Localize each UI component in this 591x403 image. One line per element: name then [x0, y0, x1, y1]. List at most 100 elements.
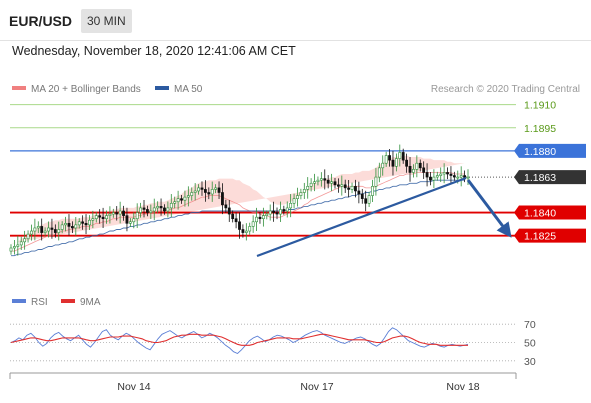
- candle-body: [16, 244, 20, 247]
- bollinger-band: [11, 155, 465, 244]
- legend-rsi: RSI: [12, 297, 48, 308]
- legend-ma50: MA 50: [155, 84, 202, 95]
- candle-body: [207, 192, 211, 195]
- ma20-line: [11, 172, 465, 252]
- candle-body: [275, 212, 279, 215]
- candle-body: [214, 187, 218, 190]
- candle-body: [36, 226, 40, 229]
- candle-body: [111, 212, 115, 215]
- candle-body: [296, 195, 299, 199]
- timeframe-button[interactable]: 30 MIN: [81, 9, 132, 33]
- candle-body: [231, 213, 235, 220]
- candle-body: [340, 184, 344, 187]
- candle-body: [330, 181, 333, 184]
- candle-body: [384, 155, 388, 164]
- level-tag-5: [514, 228, 586, 243]
- candle-body: [217, 187, 221, 193]
- candle-body: [152, 207, 156, 212]
- candle-body: [442, 172, 446, 175]
- candle-body: [149, 210, 153, 213]
- rsi-ma-swatch: [61, 299, 75, 304]
- candle-body: [456, 176, 460, 179]
- level-label-1: 1.1895: [524, 123, 556, 135]
- rsi-swatch: [12, 299, 26, 304]
- candle-body: [210, 189, 214, 195]
- candle-body: [74, 224, 78, 229]
- candle-body: [142, 207, 146, 210]
- level-tag-3: [514, 170, 586, 185]
- candle-body: [156, 206, 160, 209]
- candle-body: [67, 223, 71, 227]
- candle-body: [180, 198, 183, 201]
- candle-body: [221, 192, 224, 206]
- candle-body: [319, 178, 323, 181]
- candle-body: [13, 246, 16, 249]
- candle-body: [289, 202, 293, 209]
- candle-body: [306, 186, 310, 190]
- ma50-swatch: [155, 86, 169, 91]
- candle-body: [425, 172, 429, 178]
- candle-body: [265, 213, 269, 216]
- legend-ma50-label: MA 50: [174, 84, 203, 95]
- candle-body: [40, 226, 44, 233]
- candle-body: [261, 215, 265, 220]
- candle-body: [347, 187, 351, 190]
- candle-body: [176, 198, 180, 203]
- candle-body: [268, 210, 272, 215]
- candle-body: [47, 227, 50, 232]
- candle-body: [84, 223, 88, 226]
- candle-body: [377, 167, 381, 178]
- candle-body: [388, 155, 391, 161]
- rsi-tick-label: 50: [524, 338, 536, 350]
- candle-body: [309, 182, 313, 187]
- candle-body: [203, 189, 207, 193]
- candle-body: [422, 167, 426, 173]
- candle-body: [98, 215, 102, 218]
- candle-body: [166, 207, 170, 212]
- candle-body: [234, 218, 238, 223]
- legend-bollinger-label: MA 20 + Bollinger Bands: [31, 84, 141, 95]
- candle-body: [64, 223, 67, 226]
- timestamp: Wednesday, November 18, 2020 12:41:06 AM…: [12, 44, 296, 58]
- legend-9ma-label: 9MA: [80, 297, 101, 308]
- candle-body: [173, 201, 177, 204]
- candle-body: [26, 233, 30, 240]
- candle-body: [279, 209, 282, 215]
- legend-rsi-label: RSI: [31, 297, 48, 308]
- candle-body: [9, 247, 13, 252]
- candle-body: [91, 218, 95, 221]
- candle-body: [360, 193, 364, 199]
- candle-body: [238, 221, 241, 230]
- candle-body: [77, 221, 81, 226]
- x-tick-label: Nov 18: [446, 381, 479, 393]
- ma50-line: [11, 179, 465, 257]
- candle-body: [333, 181, 337, 186]
- candle-body: [30, 230, 33, 235]
- candle-body: [292, 198, 296, 204]
- candle-body: [139, 207, 142, 213]
- x-tick-label: Nov 17: [300, 381, 333, 393]
- candle-body: [374, 176, 378, 187]
- candle-body: [354, 186, 357, 192]
- symbol-label: EUR/USD: [9, 13, 73, 29]
- rsi-tick-label: 70: [524, 319, 536, 331]
- candle-body: [418, 162, 422, 169]
- candle-body: [125, 215, 129, 224]
- level-label-5: 1.1825: [524, 231, 556, 243]
- level-tag-4: [514, 205, 586, 220]
- rsi-tick-label: 30: [524, 356, 536, 368]
- level-label-0: 1.1910: [524, 100, 556, 112]
- candle-body: [272, 210, 276, 213]
- candle-body: [200, 187, 204, 190]
- candle-body: [190, 192, 194, 196]
- candle-body: [452, 175, 456, 178]
- candle-body: [285, 207, 289, 212]
- candle-body: [367, 195, 371, 204]
- projection-arrow: [466, 179, 512, 238]
- candle-body: [146, 209, 149, 213]
- candle-body: [323, 178, 327, 181]
- candle-body: [88, 219, 91, 226]
- candle-body: [33, 227, 37, 232]
- chart-header: EUR/USD 30 MIN: [0, 0, 591, 41]
